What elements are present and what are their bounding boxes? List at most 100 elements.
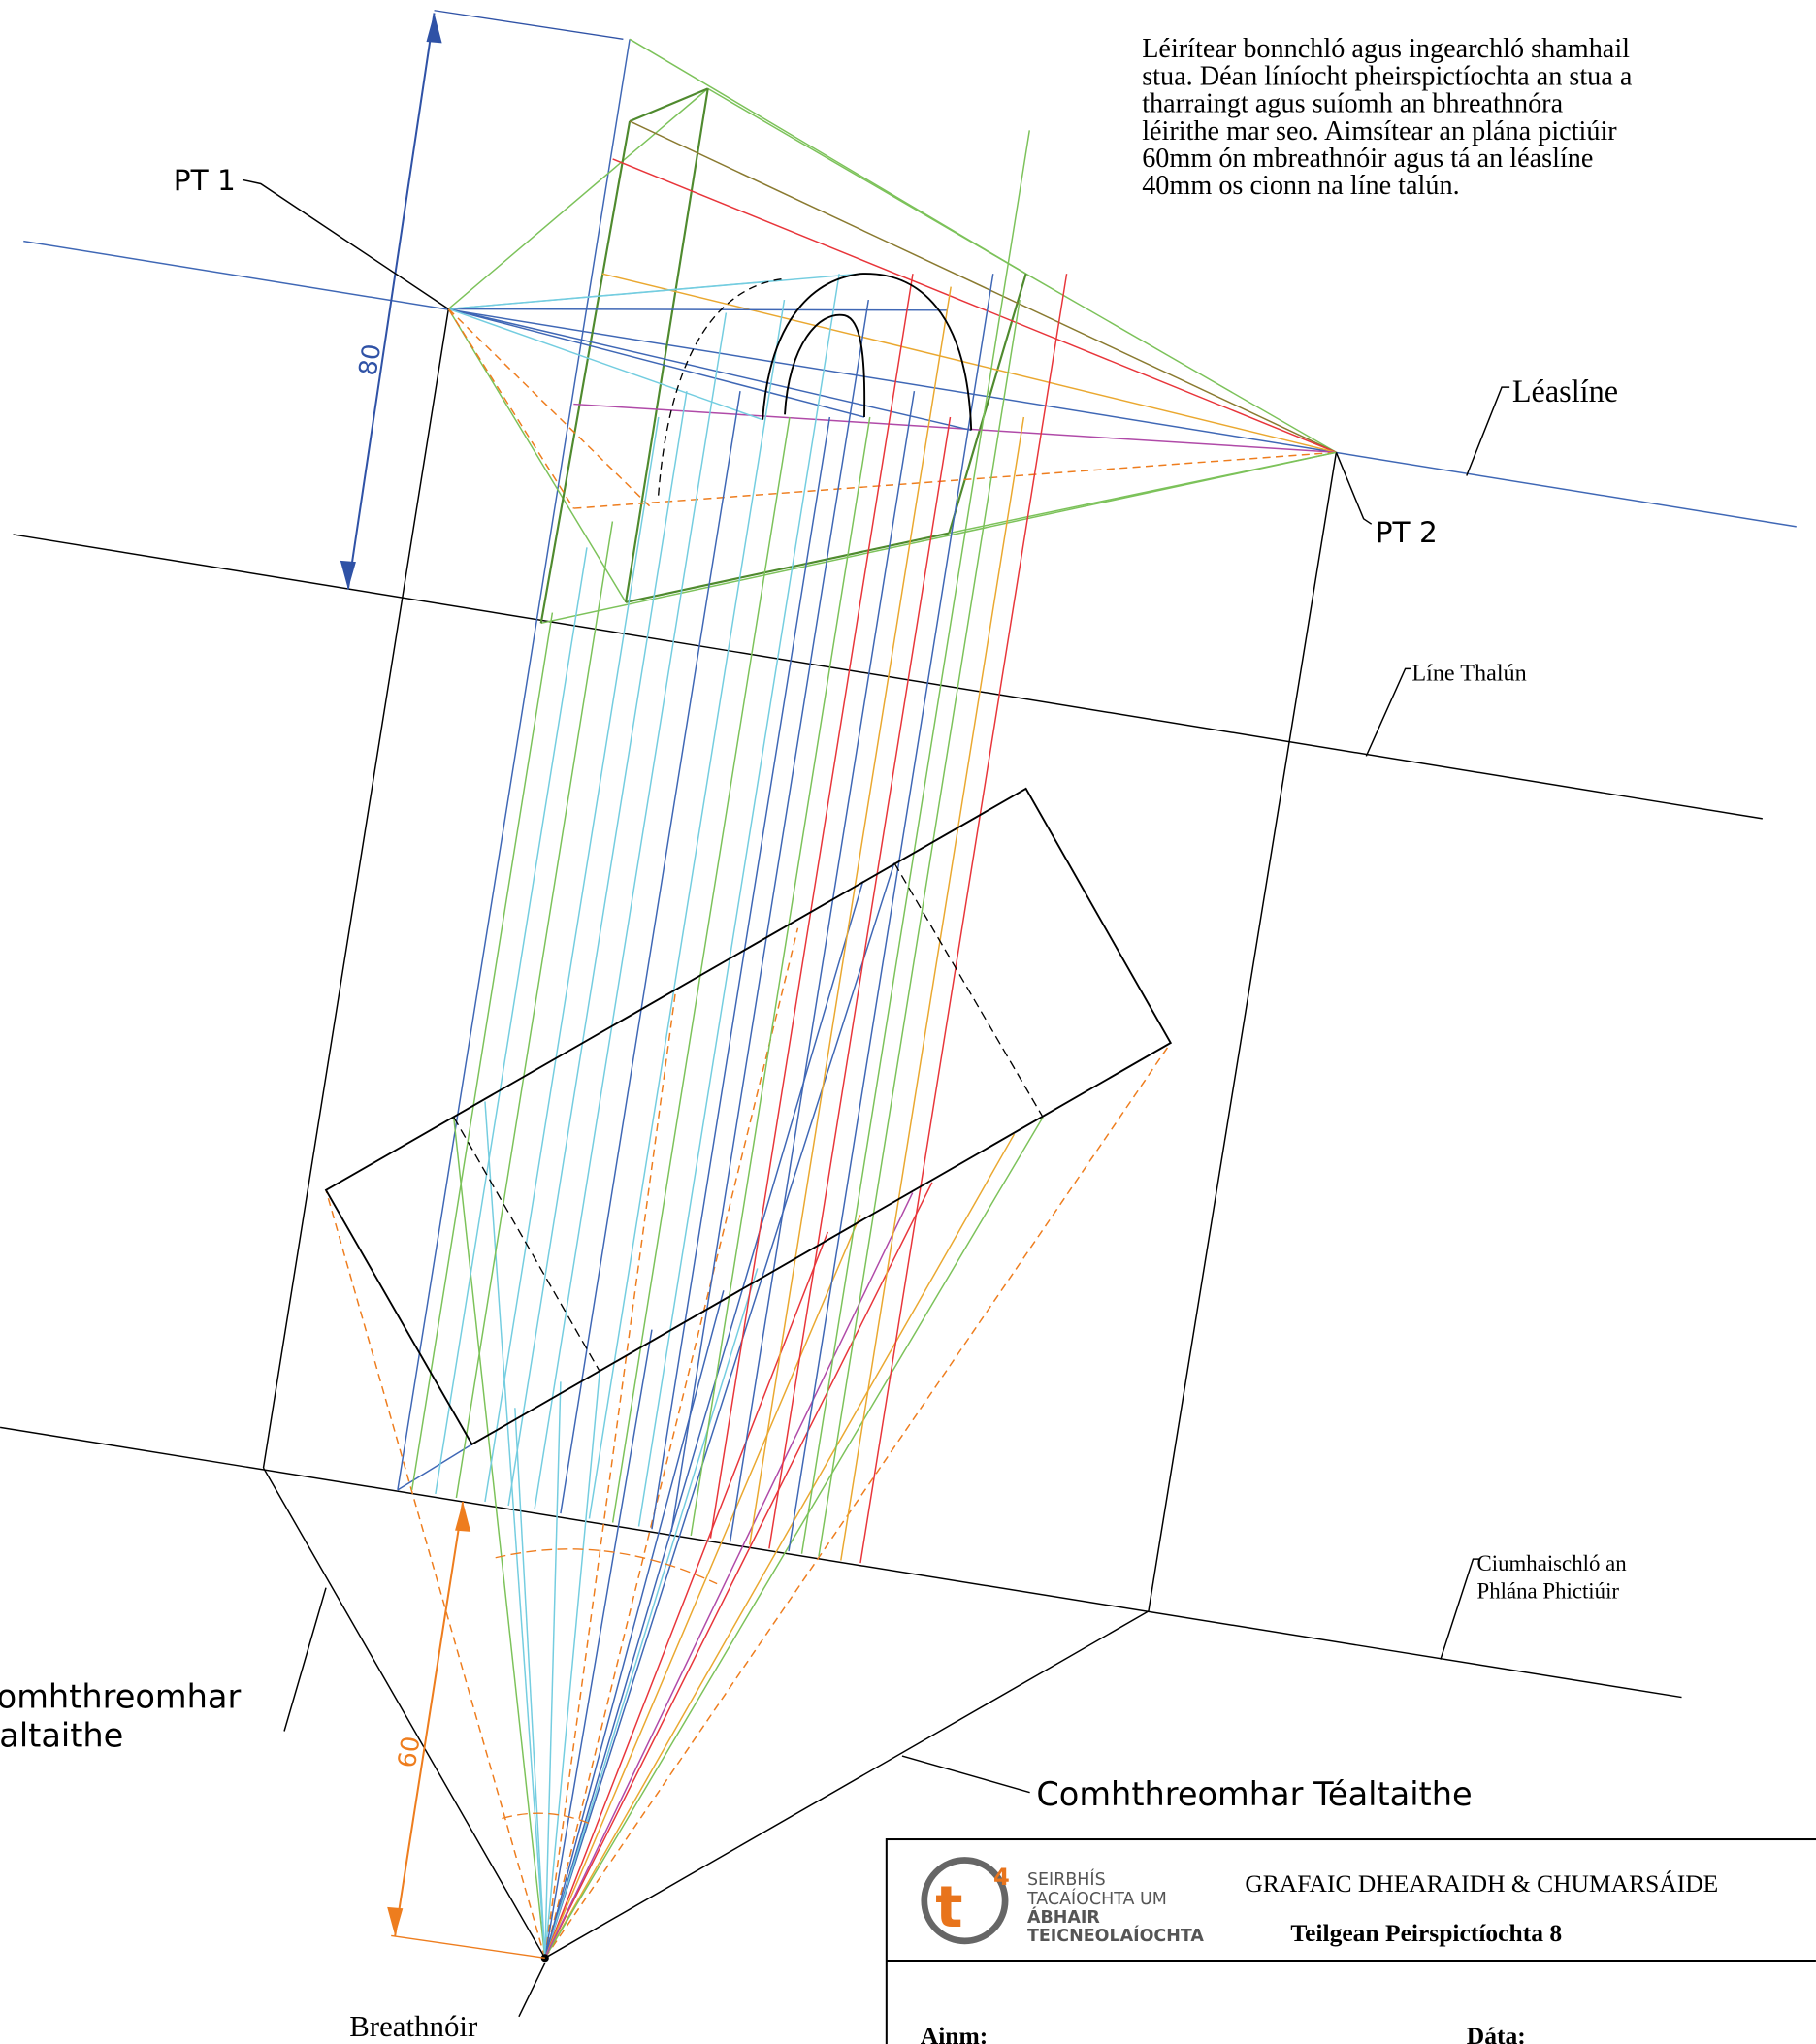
dimension-80 xyxy=(348,13,435,589)
instruction-line: tharraingt agus suíomh an bhreathnóra xyxy=(1142,89,1563,119)
construction-line xyxy=(448,308,762,419)
construction-line xyxy=(545,993,675,1958)
instruction-line: 60mm ón mbreathnóir agus tá an léaslíne xyxy=(1142,144,1593,174)
construction-line xyxy=(639,274,840,1526)
label: Comhthreomhar xyxy=(0,1677,241,1715)
construction-line xyxy=(545,1232,828,1958)
body: 80 60 PT 1 PT 2 Comhthreomhar Téaltaithe… xyxy=(0,0,1816,2044)
arc-construction xyxy=(496,1549,717,1825)
construction-line xyxy=(860,274,1067,1563)
label: Breathnóir xyxy=(349,2009,478,2043)
construction-line xyxy=(630,39,1026,274)
construction-line xyxy=(626,534,949,602)
construction-line xyxy=(710,274,913,1538)
construction-line xyxy=(545,881,863,1958)
construction-line xyxy=(1026,274,1337,452)
date-label: Dáta: xyxy=(1467,2022,1526,2044)
label: Léaslíne xyxy=(1512,373,1618,408)
leader xyxy=(1441,1559,1479,1659)
construction-line xyxy=(589,300,784,1518)
arrowhead xyxy=(426,13,441,43)
construction-line xyxy=(630,88,708,121)
extension-line xyxy=(435,11,624,40)
construction-line xyxy=(545,1118,1043,1959)
subject: GRAFAIC DHEARAIDH & CHUMARSÁIDE xyxy=(1245,1869,1718,1898)
arrowhead xyxy=(455,1502,470,1532)
instruction-line: stua. Déan líníocht pheirspictíochta an … xyxy=(1142,61,1633,91)
construction-line xyxy=(515,1408,545,1958)
plan xyxy=(326,789,1171,1444)
serif-labels: Léaslíne Líne Thalún Ciumhaischló an Phl… xyxy=(349,34,1633,2043)
construction-line xyxy=(545,1183,932,1959)
construction-line xyxy=(456,522,612,1498)
construction-line xyxy=(561,391,740,1513)
dimension-label: 60 xyxy=(393,1735,427,1770)
geometry xyxy=(0,39,1797,1958)
leader xyxy=(243,179,448,308)
label: Comhthreomhar Téaltaithe xyxy=(1036,1775,1472,1813)
construction-line xyxy=(545,1193,913,1959)
leader xyxy=(284,1588,326,1732)
construction-line xyxy=(541,121,630,623)
instructions: Léirítear bonnchló agus ingearchló shamh… xyxy=(1142,34,1633,201)
construction-line xyxy=(264,1468,545,1958)
title-block: t 4 SEIRBHÍS TACAÍOCHTA UM ÁBHAIR TEICNE… xyxy=(887,1839,1816,2044)
dimension-label: 80 xyxy=(354,342,388,378)
construction-line xyxy=(730,391,915,1542)
leader xyxy=(519,1963,545,2017)
instruction-line: Léirítear bonnchló agus ingearchló shamh… xyxy=(1142,34,1630,64)
construction-line xyxy=(545,928,798,1959)
construction-line xyxy=(485,417,659,1502)
construction-line xyxy=(545,1215,860,1958)
label: PT 2 xyxy=(1376,516,1438,549)
label: Phlána Phictiúir xyxy=(1477,1578,1620,1603)
construction-line xyxy=(398,39,630,1490)
logo-line: ÁBHAIR xyxy=(1027,1906,1100,1928)
construction-line xyxy=(1149,452,1337,1611)
plan-hidden xyxy=(894,863,1043,1118)
instruction-line: 40mm os cionn na líne talún. xyxy=(1142,171,1459,201)
page: Teilgean Peirspictíochta 8 {"instruction… xyxy=(0,0,1816,2044)
construction-line xyxy=(613,159,1337,452)
construction-line xyxy=(573,452,1336,508)
logo-line: TEICNEOLAÍOCHTA xyxy=(1027,1925,1204,1946)
leader xyxy=(902,1756,1030,1793)
construction-line xyxy=(801,130,1029,1553)
leader xyxy=(1366,668,1411,756)
construction-line xyxy=(652,417,829,1529)
logo-mark: 4 xyxy=(993,1864,1010,1891)
construction-line xyxy=(448,308,626,601)
label: Téaltaithe xyxy=(0,1717,123,1755)
arrowhead xyxy=(340,561,356,590)
construction-line xyxy=(508,391,687,1506)
label: Ciumhaischló an xyxy=(1477,1551,1628,1575)
drawing-title: Teilgean Peirspictíochta 8 xyxy=(1290,1919,1562,1947)
construction-line xyxy=(448,88,707,308)
dimension-60 xyxy=(395,1502,463,1935)
construction-line xyxy=(789,274,993,1551)
logo-mark: t xyxy=(935,1873,962,1940)
label: PT 1 xyxy=(174,164,236,197)
construction-line xyxy=(0,1427,1681,1697)
logo-line: TACAÍOCHTA UM xyxy=(1026,1888,1167,1909)
extension-line xyxy=(391,1935,545,1958)
labels: PT 1 PT 2 Comhthreomhar Téaltaithe Comht… xyxy=(0,164,1473,1813)
instruction-line: léirithe mar seo. Aimsítear an plána pic… xyxy=(1142,116,1617,146)
leader xyxy=(1467,387,1509,475)
leader xyxy=(1336,452,1371,524)
arch-hidden xyxy=(659,279,783,496)
drawing: 80 60 PT 1 PT 2 Comhthreomhar Téaltaithe… xyxy=(0,0,1816,2044)
construction-line xyxy=(841,417,1024,1560)
label: Líne Thalún xyxy=(1411,660,1526,686)
construction-line xyxy=(448,308,948,309)
construction-line xyxy=(613,417,790,1523)
construction-line xyxy=(264,308,449,1468)
construction-line xyxy=(626,88,708,601)
construction-line xyxy=(769,417,951,1548)
construction-line xyxy=(326,1190,545,1958)
construction-line xyxy=(448,308,864,417)
construction-line xyxy=(545,1043,1171,1958)
name-label: Ainm: xyxy=(921,2022,988,2044)
logo-line: SEIRBHÍS xyxy=(1027,1868,1106,1890)
construction-line xyxy=(485,1101,545,1958)
